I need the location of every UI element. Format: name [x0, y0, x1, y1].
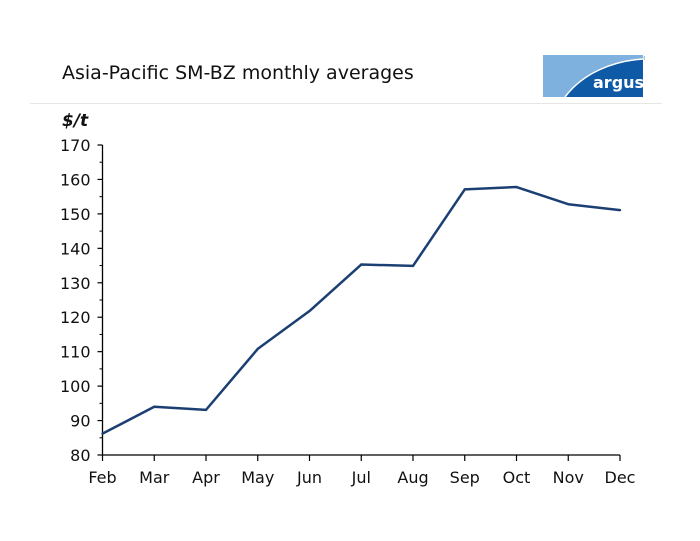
x-tick-label: Dec	[605, 468, 636, 487]
y-tick-label: 80	[70, 446, 90, 465]
data-point-jul	[360, 263, 363, 266]
y-tick-label: 150	[60, 205, 91, 224]
title-divider	[30, 103, 662, 104]
y-tick-label: 160	[60, 170, 91, 189]
argus-logo: argus ®	[543, 55, 645, 97]
y-tick-label: 170	[60, 136, 91, 155]
x-tick-label: Apr	[192, 468, 220, 487]
x-tick-label: May	[241, 468, 274, 487]
y-axis-label: $/t	[62, 111, 89, 131]
x-tick-label: Jun	[296, 468, 322, 487]
data-point-mar	[153, 405, 156, 408]
y-tick-label: 110	[60, 343, 91, 362]
y-tick-label: 130	[60, 274, 91, 293]
x-tick-label: Oct	[503, 468, 531, 487]
series-line	[101, 185, 621, 435]
x-tick-label: Nov	[553, 468, 584, 487]
data-point-apr	[204, 408, 208, 412]
x-tick-label: Sep	[450, 468, 480, 487]
x-tick-label: Jul	[351, 468, 371, 487]
x-tick-label: Feb	[88, 468, 116, 487]
y-tick-label: 100	[60, 377, 91, 396]
svg-text:®: ®	[643, 55, 645, 62]
data-point-nov	[567, 203, 570, 206]
chart-title: Asia-Pacific SM-BZ monthly averages	[62, 62, 414, 84]
data-point-aug	[411, 264, 415, 268]
y-tick-label: 120	[60, 308, 91, 327]
y-tick-label: 90	[70, 412, 90, 431]
data-point-may	[256, 347, 259, 351]
data-point-sep	[463, 188, 466, 191]
data-point-jun	[308, 309, 311, 313]
y-tick-label: 140	[60, 239, 91, 258]
data-point-oct	[515, 185, 518, 189]
x-tick-label: Aug	[397, 468, 428, 487]
x-tick-label: Mar	[139, 468, 170, 487]
logo-text: argus	[593, 73, 644, 92]
data-point-dec	[618, 208, 622, 212]
data-point-feb	[101, 432, 104, 435]
